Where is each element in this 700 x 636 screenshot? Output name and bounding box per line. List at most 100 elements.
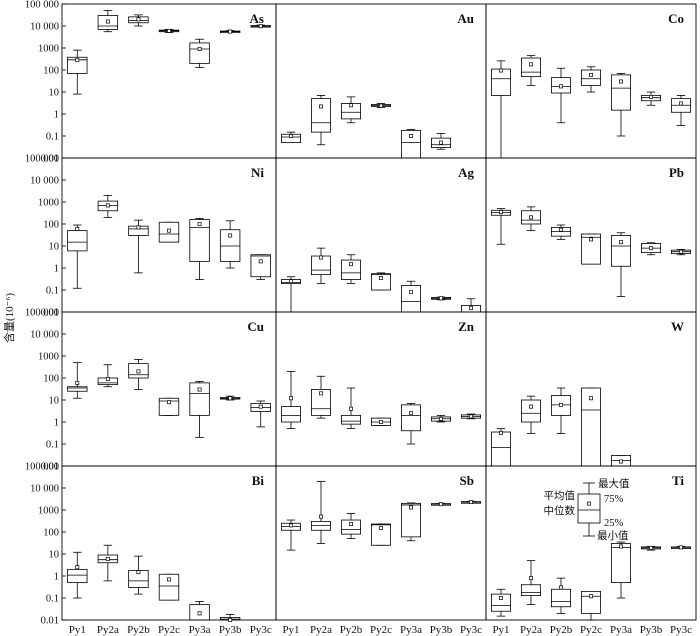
x-tick-label: Py3a [189, 624, 211, 636]
box-iqr [551, 588, 572, 608]
box-py2b [551, 387, 572, 434]
panel-ti: Ti Py1 Py2a Py2b Py2c Py3a Py3b Py3c [485, 465, 697, 636]
box-py3a [189, 381, 210, 438]
mean-marker [589, 396, 593, 401]
box-py3c [460, 298, 481, 313]
legend-box [577, 493, 601, 524]
box-py3a [611, 232, 632, 298]
box-py3b [641, 91, 662, 106]
mean-marker [105, 556, 110, 561]
y-tick-label: 100 [43, 374, 59, 385]
box-py3b [430, 133, 451, 150]
box-iqr [189, 382, 210, 416]
panel-ag: Ag [275, 157, 487, 313]
legend-median-label: 中位数 [544, 504, 576, 517]
box-py2c [158, 397, 180, 416]
mean-marker [439, 416, 443, 421]
legend-mean-label: 平均值 [544, 489, 576, 502]
y-tick-label: 10 000 [30, 176, 59, 187]
mean-marker [649, 246, 653, 251]
box-py2c [158, 573, 180, 601]
mean-marker [136, 570, 141, 575]
box-py2a [310, 375, 331, 419]
mean-marker [619, 79, 623, 84]
box-py3c [671, 95, 692, 126]
mean-marker [136, 225, 141, 230]
box-py3b [430, 502, 451, 507]
box-py2a [97, 194, 119, 218]
box-py2c [581, 66, 602, 93]
mean-marker [649, 94, 653, 99]
box-py3a [611, 541, 632, 599]
box-py3b [219, 395, 241, 401]
box-iqr [67, 568, 88, 584]
mean-marker [469, 414, 473, 419]
box-py3a [611, 73, 632, 137]
panel-cu: Cu 100 000 10 000 1000 100 10 1 0.1 0.01 [25, 308, 277, 473]
box-iqr [400, 404, 421, 432]
mean-marker [228, 396, 233, 401]
box-iqr [67, 230, 88, 252]
panel-frame [275, 3, 487, 159]
box-iqr [581, 233, 602, 265]
box-py1 [490, 208, 511, 245]
y-tick-label: 0.01 [41, 462, 59, 473]
box-py2c [370, 272, 391, 291]
y-tick-label: 1000 [38, 198, 59, 209]
box-py3b [219, 220, 241, 269]
y-axis-label: 含量(10⁻⁶) [2, 293, 16, 343]
box-py1 [67, 551, 88, 599]
panel-sb: Sb Py1 Py2a Py2b Py2c Py3a Py3b Py3c [275, 465, 487, 636]
y-tick-label: 1 [54, 418, 59, 429]
panel-title: Sb [460, 473, 474, 488]
mean-marker [589, 72, 593, 77]
mean-marker [105, 377, 110, 381]
mean-marker [258, 404, 263, 409]
mean-marker [75, 565, 80, 570]
y-tick-label: 10 000 [30, 22, 59, 33]
mean-marker [105, 19, 110, 24]
mean-marker [349, 406, 353, 411]
box-py2c [581, 590, 602, 621]
box-py3b [219, 613, 241, 622]
y-tick-label: 0.01 [41, 154, 59, 165]
mean-marker [379, 526, 383, 531]
box-iqr [490, 431, 511, 467]
y-tick-label: 10 000 [30, 484, 59, 495]
mean-marker [409, 134, 413, 138]
box-py2b [340, 96, 361, 124]
x-tick-label: Py2b [550, 624, 573, 636]
y-tick-label: 0.1 [46, 440, 59, 451]
y-tick-label: 0.1 [46, 594, 59, 605]
box-py2b [551, 67, 572, 124]
box-py3a [189, 601, 210, 621]
box-py2c [158, 28, 180, 34]
y-tick-label: 100 [43, 66, 59, 77]
box-py1 [67, 224, 88, 289]
y-tick-label: 0.01 [41, 616, 59, 627]
box-py3c [671, 545, 692, 550]
y-tick-label: 100 000 [25, 0, 59, 11]
box-py1 [280, 370, 301, 430]
x-tick-label: Py3c [250, 624, 272, 636]
legend-q1-label: 25% [604, 518, 624, 529]
panel-bi: Bi 100 000 10 000 1000 100 10 1 0.1 0.01 Py1 Py2a P… [25, 462, 277, 636]
x-tick-label: Py2c [370, 624, 392, 636]
mean-marker [529, 404, 533, 409]
y-tick-label: 1000 [38, 352, 59, 363]
box-py2c [581, 233, 602, 265]
mean-marker [679, 545, 683, 550]
mean-marker [167, 28, 171, 33]
mean-marker [499, 430, 503, 435]
box-py3a [400, 280, 421, 313]
panel-pb: Pb [485, 157, 697, 313]
box-py2b [551, 224, 572, 240]
mean-marker [619, 459, 623, 464]
mean-marker [136, 17, 141, 22]
mean-marker [529, 576, 533, 581]
mean-marker [197, 611, 202, 616]
panel-frame [61, 3, 277, 159]
mean-marker [559, 402, 563, 407]
legend-max-label: 最大值 [598, 477, 630, 490]
box-py3b [430, 414, 451, 423]
